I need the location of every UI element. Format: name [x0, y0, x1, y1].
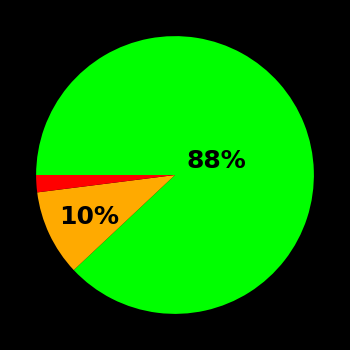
Text: 10%: 10%: [59, 205, 119, 229]
Wedge shape: [37, 175, 175, 270]
Text: 88%: 88%: [187, 149, 246, 173]
Wedge shape: [36, 36, 314, 314]
Wedge shape: [36, 175, 175, 192]
